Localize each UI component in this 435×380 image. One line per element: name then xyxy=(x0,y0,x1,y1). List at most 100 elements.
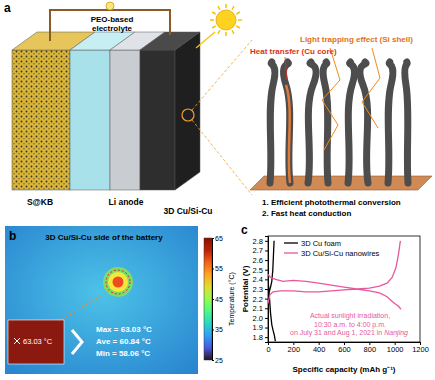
tick-mark xyxy=(265,318,268,319)
stat-label: Ave = 60.84 °C xyxy=(96,337,151,346)
legend: 3D Cu foam3D Cu/Si-Cu nanowires xyxy=(284,239,380,258)
inset-box xyxy=(8,320,64,364)
electrolyte-label: electrolyte xyxy=(92,24,133,33)
crosshair xyxy=(14,338,20,344)
tick-mark xyxy=(212,360,214,361)
tick: 1200 xyxy=(412,342,429,354)
nanowire xyxy=(323,62,328,183)
thermal-image xyxy=(5,226,198,374)
tick-mark xyxy=(265,241,268,242)
tick: 1.8 xyxy=(253,333,268,342)
tick-label: 2.8 xyxy=(253,237,263,246)
feature-label: 2. Fast heat conduction xyxy=(262,209,351,218)
sun-ray xyxy=(225,32,227,36)
sun-ray xyxy=(236,26,239,28)
plot-frame xyxy=(268,236,420,342)
zoom-line xyxy=(192,120,252,195)
legend-swatch xyxy=(284,242,298,243)
chevron xyxy=(72,330,82,354)
tick-mark xyxy=(265,279,268,280)
annotation: 10:30 a.m. to 4:00 p.m. xyxy=(314,321,386,329)
tick-mark xyxy=(265,260,268,261)
panel-label: c xyxy=(241,223,248,237)
tick: 2.4 xyxy=(253,275,268,284)
cathode-label: S@KB xyxy=(27,197,53,207)
tick: 0 xyxy=(266,342,270,354)
nanowire xyxy=(348,62,355,183)
tick-label: 2.1 xyxy=(253,304,263,313)
panel-label: b xyxy=(9,229,16,243)
tick-label: 2.4 xyxy=(253,275,263,284)
circuit-wire xyxy=(50,10,170,41)
tick: 45 xyxy=(212,296,223,303)
tick: 2.2 xyxy=(253,295,268,304)
tick: 25 xyxy=(212,357,223,364)
nanowire xyxy=(405,62,408,183)
x-axis-title: Specific capacity (mAh g⁻¹) xyxy=(292,365,395,374)
cu-core xyxy=(286,85,290,183)
data-line xyxy=(268,241,401,309)
sun-ray xyxy=(238,19,242,21)
tick-mark xyxy=(212,330,214,331)
tick-label: 800 xyxy=(364,345,377,354)
tick-mark xyxy=(212,299,214,300)
data-line xyxy=(268,241,275,341)
nanowire xyxy=(283,62,290,183)
tick-mark xyxy=(212,269,214,270)
sun-ray xyxy=(236,12,239,14)
tick-mark xyxy=(265,289,268,290)
panel-c: 0 200 400 600 800 1000 1200 1.81.92.02.12.22.32… xyxy=(241,223,429,374)
tick: 2.1 xyxy=(253,304,268,313)
tick-mark xyxy=(265,299,268,300)
thermal-title: 3D Cu/Si-Cu side of the battery xyxy=(45,233,163,242)
tick-label: 0 xyxy=(266,345,270,354)
tick-mark xyxy=(265,328,268,329)
spot-label: 63.03 °C xyxy=(23,337,53,346)
tick-label: 45 xyxy=(215,296,223,303)
tick-label: 200 xyxy=(288,345,301,354)
tick-label: 1200 xyxy=(412,345,429,354)
tick: 1.9 xyxy=(253,323,268,332)
plot-area xyxy=(268,241,401,341)
tick-mark xyxy=(265,270,268,271)
crosshair xyxy=(14,338,20,344)
nanowire xyxy=(360,62,368,183)
tick-label: 2.5 xyxy=(253,266,263,275)
tick-label: 2.6 xyxy=(253,256,263,265)
nanowire xyxy=(308,62,316,183)
tick-label: 35 xyxy=(215,326,223,333)
annotation: Actual sunlight irradiation, xyxy=(310,312,390,320)
sun-ray xyxy=(225,4,227,8)
y-axis-title: Potential (V) xyxy=(241,265,250,312)
cathode-block xyxy=(12,50,70,190)
sun-ray xyxy=(212,26,215,28)
collector-side xyxy=(175,32,200,190)
zoom-circle xyxy=(182,109,194,121)
tick-label: 400 xyxy=(313,345,326,354)
light-arrow xyxy=(196,32,215,48)
colorbar-title: Temperature (°C) xyxy=(228,272,236,326)
axis-line xyxy=(265,237,269,343)
tick-label: 1.9 xyxy=(253,323,263,332)
tick: 1000 xyxy=(387,342,404,354)
tick-label: 65 xyxy=(215,235,223,242)
tick: 400 xyxy=(313,342,326,354)
nanowire xyxy=(270,62,275,183)
hot-zone xyxy=(113,277,124,288)
figure: aPEO-basedelectrolyteS@KBLi anode3D Cu/S… xyxy=(0,0,435,380)
y-axis: 1.81.92.02.12.22.32.42.52.62.72.8 xyxy=(253,237,269,343)
sun-ray xyxy=(218,30,220,33)
sun-ray xyxy=(232,30,234,33)
sun-ray xyxy=(212,12,215,14)
tick-label: 2.3 xyxy=(253,285,263,294)
light-zigzag xyxy=(322,48,340,150)
tick-mark xyxy=(212,238,214,239)
stat-label: Max = 63.03 °C xyxy=(96,325,152,334)
sun-ray xyxy=(210,19,214,21)
panel-label: a xyxy=(4,1,11,15)
tick: 600 xyxy=(338,342,351,354)
annotation: on July 31 and Aug 1, 2021 in xyxy=(290,329,382,337)
annotation-place: Nanjing xyxy=(384,329,408,337)
bulb xyxy=(106,2,114,10)
tick-label: 600 xyxy=(338,345,351,354)
